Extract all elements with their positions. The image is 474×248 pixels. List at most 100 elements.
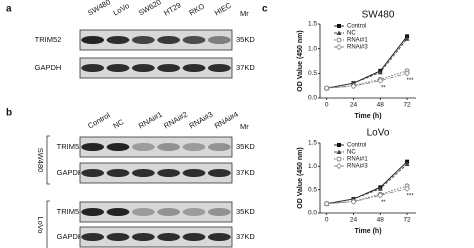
band — [207, 208, 231, 216]
point — [323, 200, 330, 207]
panel-label: c — [262, 4, 268, 15]
band — [131, 36, 155, 44]
band — [207, 169, 231, 177]
row-label: TRIM52 — [57, 207, 84, 216]
lane-label: RNAi#4 — [213, 110, 240, 131]
legend-marker — [337, 24, 341, 28]
bracket — [46, 135, 50, 185]
blot-frame — [79, 226, 233, 248]
annotation: *** — [407, 193, 415, 199]
legend-label: RNAi#3 — [347, 45, 368, 51]
band — [81, 143, 105, 151]
band — [157, 169, 181, 177]
row-label: TRIM52 — [35, 35, 62, 44]
band — [157, 64, 181, 72]
point — [350, 198, 357, 205]
band — [106, 208, 130, 216]
band — [182, 36, 206, 44]
series-line — [326, 72, 408, 89]
series-line — [326, 185, 408, 205]
chart-title: LoVo — [367, 128, 390, 139]
legend-marker — [335, 43, 343, 51]
band — [106, 36, 130, 44]
size-label: 35KD — [236, 142, 255, 151]
point — [377, 69, 383, 75]
size-label: 35KD — [236, 207, 255, 216]
legend-marker — [337, 143, 341, 147]
x-tick-label: 0 — [325, 217, 329, 224]
panel-label: a — [6, 4, 12, 15]
y-tick-label: 1.5 — [308, 21, 317, 28]
blot-frame — [79, 136, 233, 158]
band — [207, 64, 231, 72]
legend-marker — [336, 37, 342, 43]
annotation: ** — [381, 200, 386, 206]
y-tick-label: 0.0 — [308, 95, 317, 102]
x-tick-label: 72 — [403, 217, 411, 224]
row-label: GAPDH — [57, 232, 84, 241]
band — [81, 233, 105, 241]
point — [350, 83, 357, 90]
series-line — [326, 38, 408, 89]
panel-label: b — [6, 108, 12, 119]
band — [81, 169, 105, 177]
band — [182, 64, 206, 72]
band — [106, 169, 130, 177]
band — [157, 233, 181, 241]
lane-label: SW480 — [86, 0, 112, 17]
band — [182, 208, 206, 216]
row-label: GAPDH — [57, 168, 84, 177]
x-tick-label: 48 — [377, 217, 385, 224]
row-label: TRIM52 — [57, 142, 84, 151]
legend-marker — [336, 156, 342, 162]
annotation: *** — [407, 78, 415, 84]
lane-label: RNAi#1 — [137, 110, 164, 131]
legend-label: NC — [347, 31, 356, 37]
band — [157, 36, 181, 44]
series-line — [326, 188, 408, 205]
bracket — [46, 200, 50, 248]
band — [207, 36, 231, 44]
legend-label: Control — [347, 24, 366, 30]
band — [182, 143, 206, 151]
lane-label: HT29 — [162, 0, 182, 17]
lane-label: RNAi#3 — [187, 110, 214, 131]
lane-label: SW620 — [137, 0, 163, 17]
band — [182, 169, 206, 177]
band — [157, 143, 181, 151]
blot-frame — [79, 162, 233, 184]
x-tick-label: 24 — [350, 102, 358, 109]
band — [207, 233, 231, 241]
legend-marker — [336, 149, 342, 154]
lane-label: Control — [86, 110, 112, 130]
blot-frame — [79, 29, 233, 51]
band — [81, 208, 105, 216]
size-label: 37KD — [236, 168, 255, 177]
point — [404, 70, 411, 77]
legend-label: RNAi#1 — [347, 157, 368, 163]
series-line — [326, 163, 408, 205]
row-label: GAPDH — [35, 63, 62, 72]
y-axis-label: OD Value (450 nm) — [297, 147, 304, 208]
x-tick-label: 72 — [403, 102, 411, 109]
annotation: ** — [381, 85, 386, 91]
band — [81, 36, 105, 44]
blot-frame — [79, 201, 233, 223]
y-tick-label: 1.5 — [308, 140, 317, 147]
legend-label: NC — [347, 150, 356, 156]
band — [131, 64, 155, 72]
series-line — [326, 70, 408, 89]
chart-title: SW480 — [362, 10, 395, 21]
lane-label: HIEC — [213, 0, 234, 17]
point — [377, 192, 384, 199]
lane-label: RKO — [187, 1, 206, 17]
y-tick-label: 1.0 — [308, 163, 317, 170]
point — [404, 36, 410, 41]
y-tick-label: 0.5 — [308, 186, 317, 193]
x-tick-label: 24 — [350, 217, 358, 224]
size-label: 37KD — [236, 232, 255, 241]
band — [131, 208, 155, 216]
band — [131, 169, 155, 177]
x-axis-label: Time (h) — [354, 228, 381, 235]
